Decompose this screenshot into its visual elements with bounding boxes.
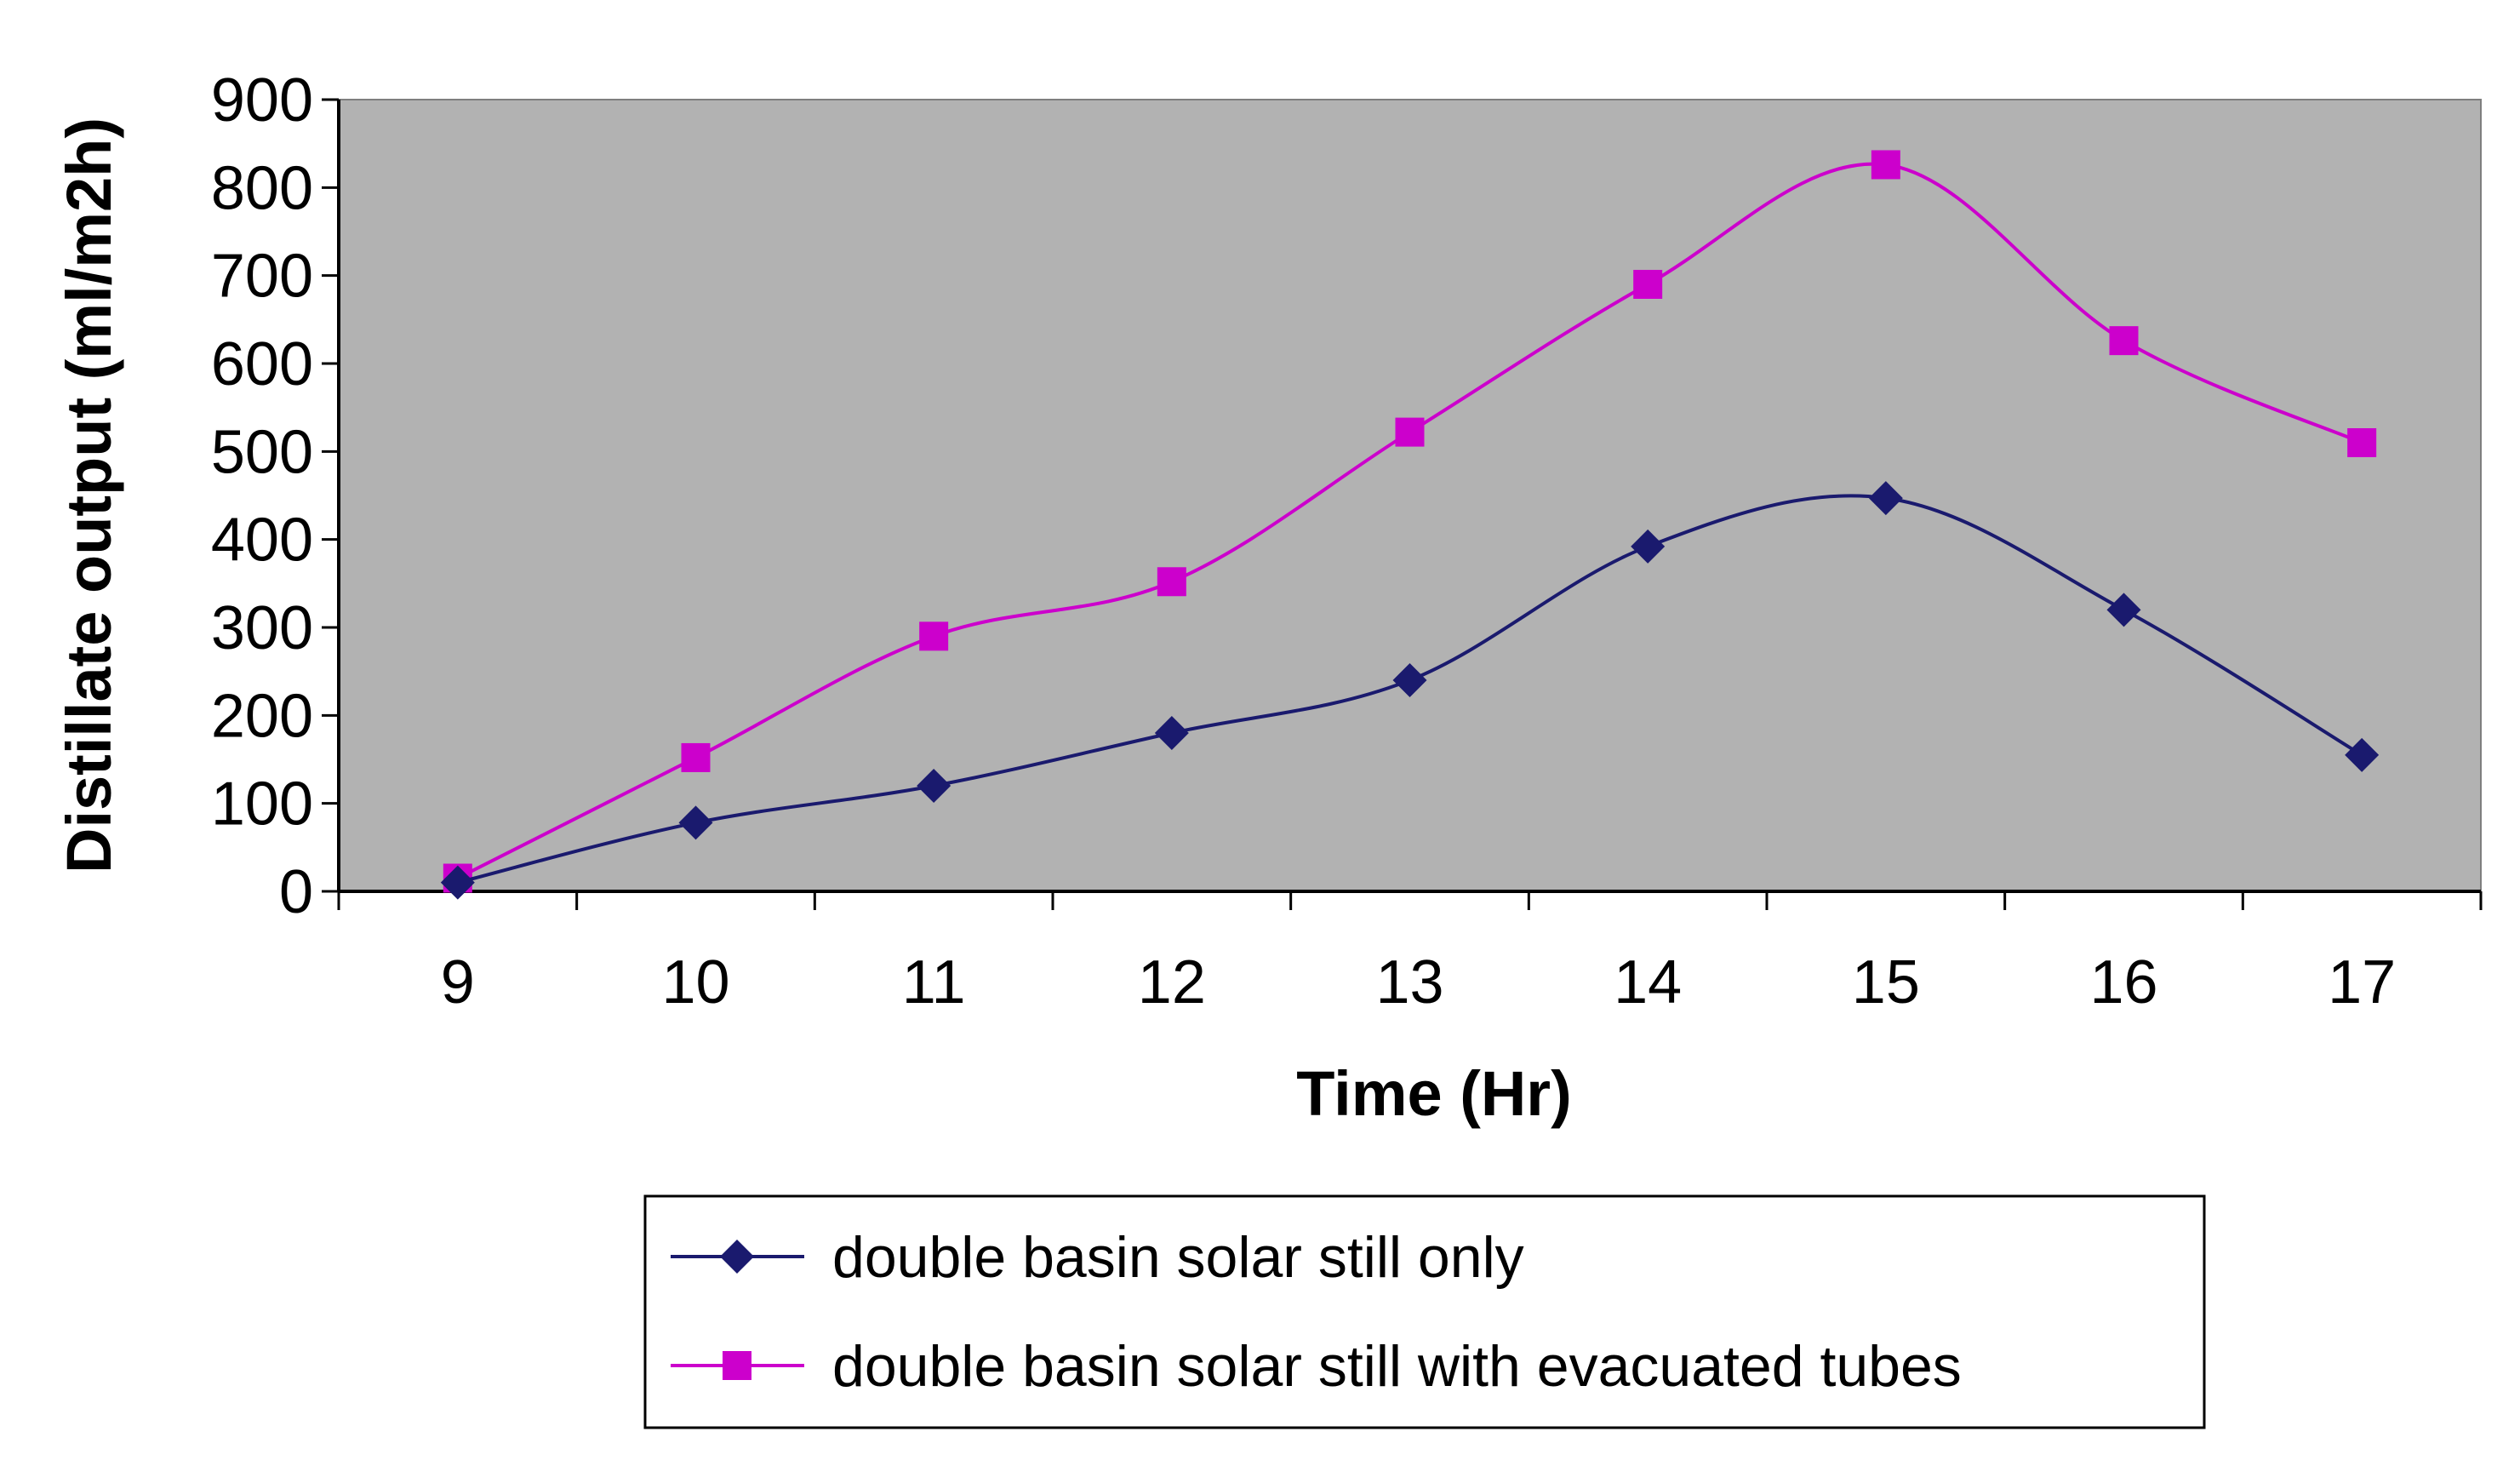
data-point-square: [1157, 567, 1186, 597]
y-tick-label: 500: [211, 418, 313, 486]
legend-marker-diamond-icon: [720, 1240, 754, 1274]
x-tick-label: 10: [661, 948, 729, 1016]
y-tick-label: 200: [211, 682, 313, 750]
x-tick-label: 12: [1138, 948, 1206, 1016]
x-tick-label: 16: [2089, 948, 2157, 1016]
y-tick-label: 0: [279, 858, 313, 926]
data-point-square: [2347, 428, 2377, 457]
x-tick-label: 13: [1375, 948, 1443, 1016]
data-point-square: [1871, 150, 1900, 180]
data-point-square: [2109, 326, 2139, 356]
y-axis-title: Distillate output (ml/m2h): [54, 117, 124, 873]
x-axis-ticks: 9 10 11 12 13 14 15 16 17: [337, 891, 2483, 1016]
data-point-square: [919, 621, 949, 651]
data-point-square: [681, 742, 711, 772]
data-point-square: [1395, 417, 1425, 447]
data-point-diamond: [1154, 716, 1189, 750]
y-tick-label: 800: [211, 154, 313, 222]
series-layer: [440, 150, 2380, 900]
legend-marker-square-icon: [723, 1351, 751, 1380]
data-point-diamond: [1868, 481, 1903, 516]
legend-label-evacuated-tubes: double basin solar still with evacuated …: [832, 1334, 1962, 1399]
y-tick-label: 700: [211, 243, 313, 311]
legend: double basin solar still only double bas…: [643, 1194, 2206, 1429]
y-axis-ticks: 0 100 200 300 400 500 600 700 800 900: [211, 66, 339, 926]
x-tick-label: 15: [1852, 948, 1920, 1016]
legend-box: [643, 1194, 2206, 1429]
data-point-diamond: [1631, 529, 1666, 564]
data-point-diamond: [2345, 737, 2380, 772]
data-point-square: [1633, 270, 1663, 299]
x-tick-label: 14: [1614, 948, 1682, 1016]
y-tick-label: 300: [211, 594, 313, 662]
x-tick-label: 11: [902, 948, 966, 1016]
data-point-diamond: [917, 769, 951, 803]
legend-label-double-basin: double basin solar still only: [832, 1225, 1524, 1290]
x-tick-label: 17: [2328, 948, 2396, 1016]
x-axis-title: Time (Hr): [1296, 1058, 1571, 1129]
data-point-diamond: [1392, 663, 1427, 697]
plot-area: [338, 99, 2482, 892]
x-tick-label: 9: [441, 948, 475, 1016]
data-point-diamond: [678, 805, 713, 840]
data-point-diamond: [440, 865, 475, 900]
y-tick-label: 400: [211, 507, 313, 575]
data-point-diamond: [2106, 593, 2141, 627]
y-tick-label: 600: [211, 330, 313, 398]
series-line: [457, 494, 2363, 885]
y-tick-label: 100: [211, 770, 313, 839]
y-tick-label: 900: [211, 66, 313, 135]
